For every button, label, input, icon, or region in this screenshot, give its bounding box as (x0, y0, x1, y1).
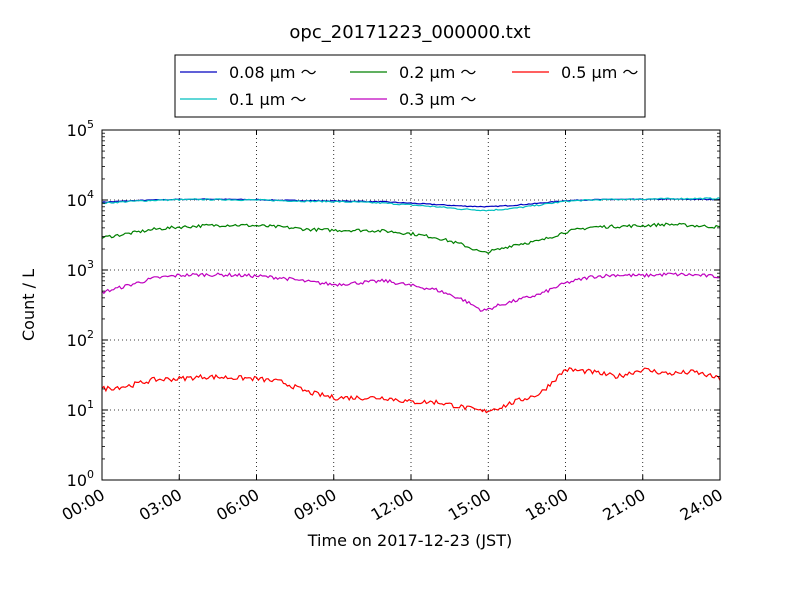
x-tick-label: 21:00 (599, 485, 648, 525)
x-axis-label: Time on 2017-12-23 (JST) (307, 531, 512, 550)
y-tick-label: 100 (67, 468, 94, 490)
y-tick-label: 101 (67, 398, 94, 420)
x-tick-label: 18:00 (522, 485, 571, 525)
legend-frame (174, 54, 646, 118)
x-tick-label: 15:00 (445, 485, 494, 525)
y-tick-label: 105 (67, 118, 94, 140)
x-tick-label: 12:00 (368, 485, 417, 525)
x-tick-label: 06:00 (213, 485, 262, 525)
plot-background (102, 130, 720, 480)
series-line (101, 272, 721, 312)
y-tick-label: 103 (67, 258, 94, 280)
grid (102, 130, 720, 480)
legend-label: 0.2 μm ～ (399, 63, 476, 82)
legend-label: 0.08 μm ～ (229, 63, 317, 82)
y-tick-label: 104 (67, 188, 94, 210)
y-axis-label: Count / L (19, 269, 38, 341)
y-tick-label: 102 (67, 328, 94, 350)
x-tick-label: 00:00 (59, 485, 108, 525)
legend: 0.08 μm ～ 0.1 μm ～ 0.2 μm ～ 0.3 μm ～ 0.5 μm … (174, 54, 646, 118)
x-tick-label: 03:00 (136, 485, 185, 525)
legend-label: 0.5 μm ～ (561, 63, 638, 82)
series-line (101, 197, 721, 212)
chart-title: opc_20171223_000000.txt (289, 22, 530, 43)
x-tick-label: 24:00 (677, 485, 726, 525)
legend-label: 0.1 μm ～ (229, 90, 306, 109)
series-line (101, 222, 721, 255)
plot-area: 00:00 03:00 06:00 09:00 12:00 15:00 18:00 21:00… (59, 118, 726, 525)
x-tick-label: 09:00 (290, 485, 339, 525)
legend-label: 0.3 μm ～ (399, 90, 476, 109)
series-line (101, 367, 721, 414)
series-lines (101, 197, 721, 414)
